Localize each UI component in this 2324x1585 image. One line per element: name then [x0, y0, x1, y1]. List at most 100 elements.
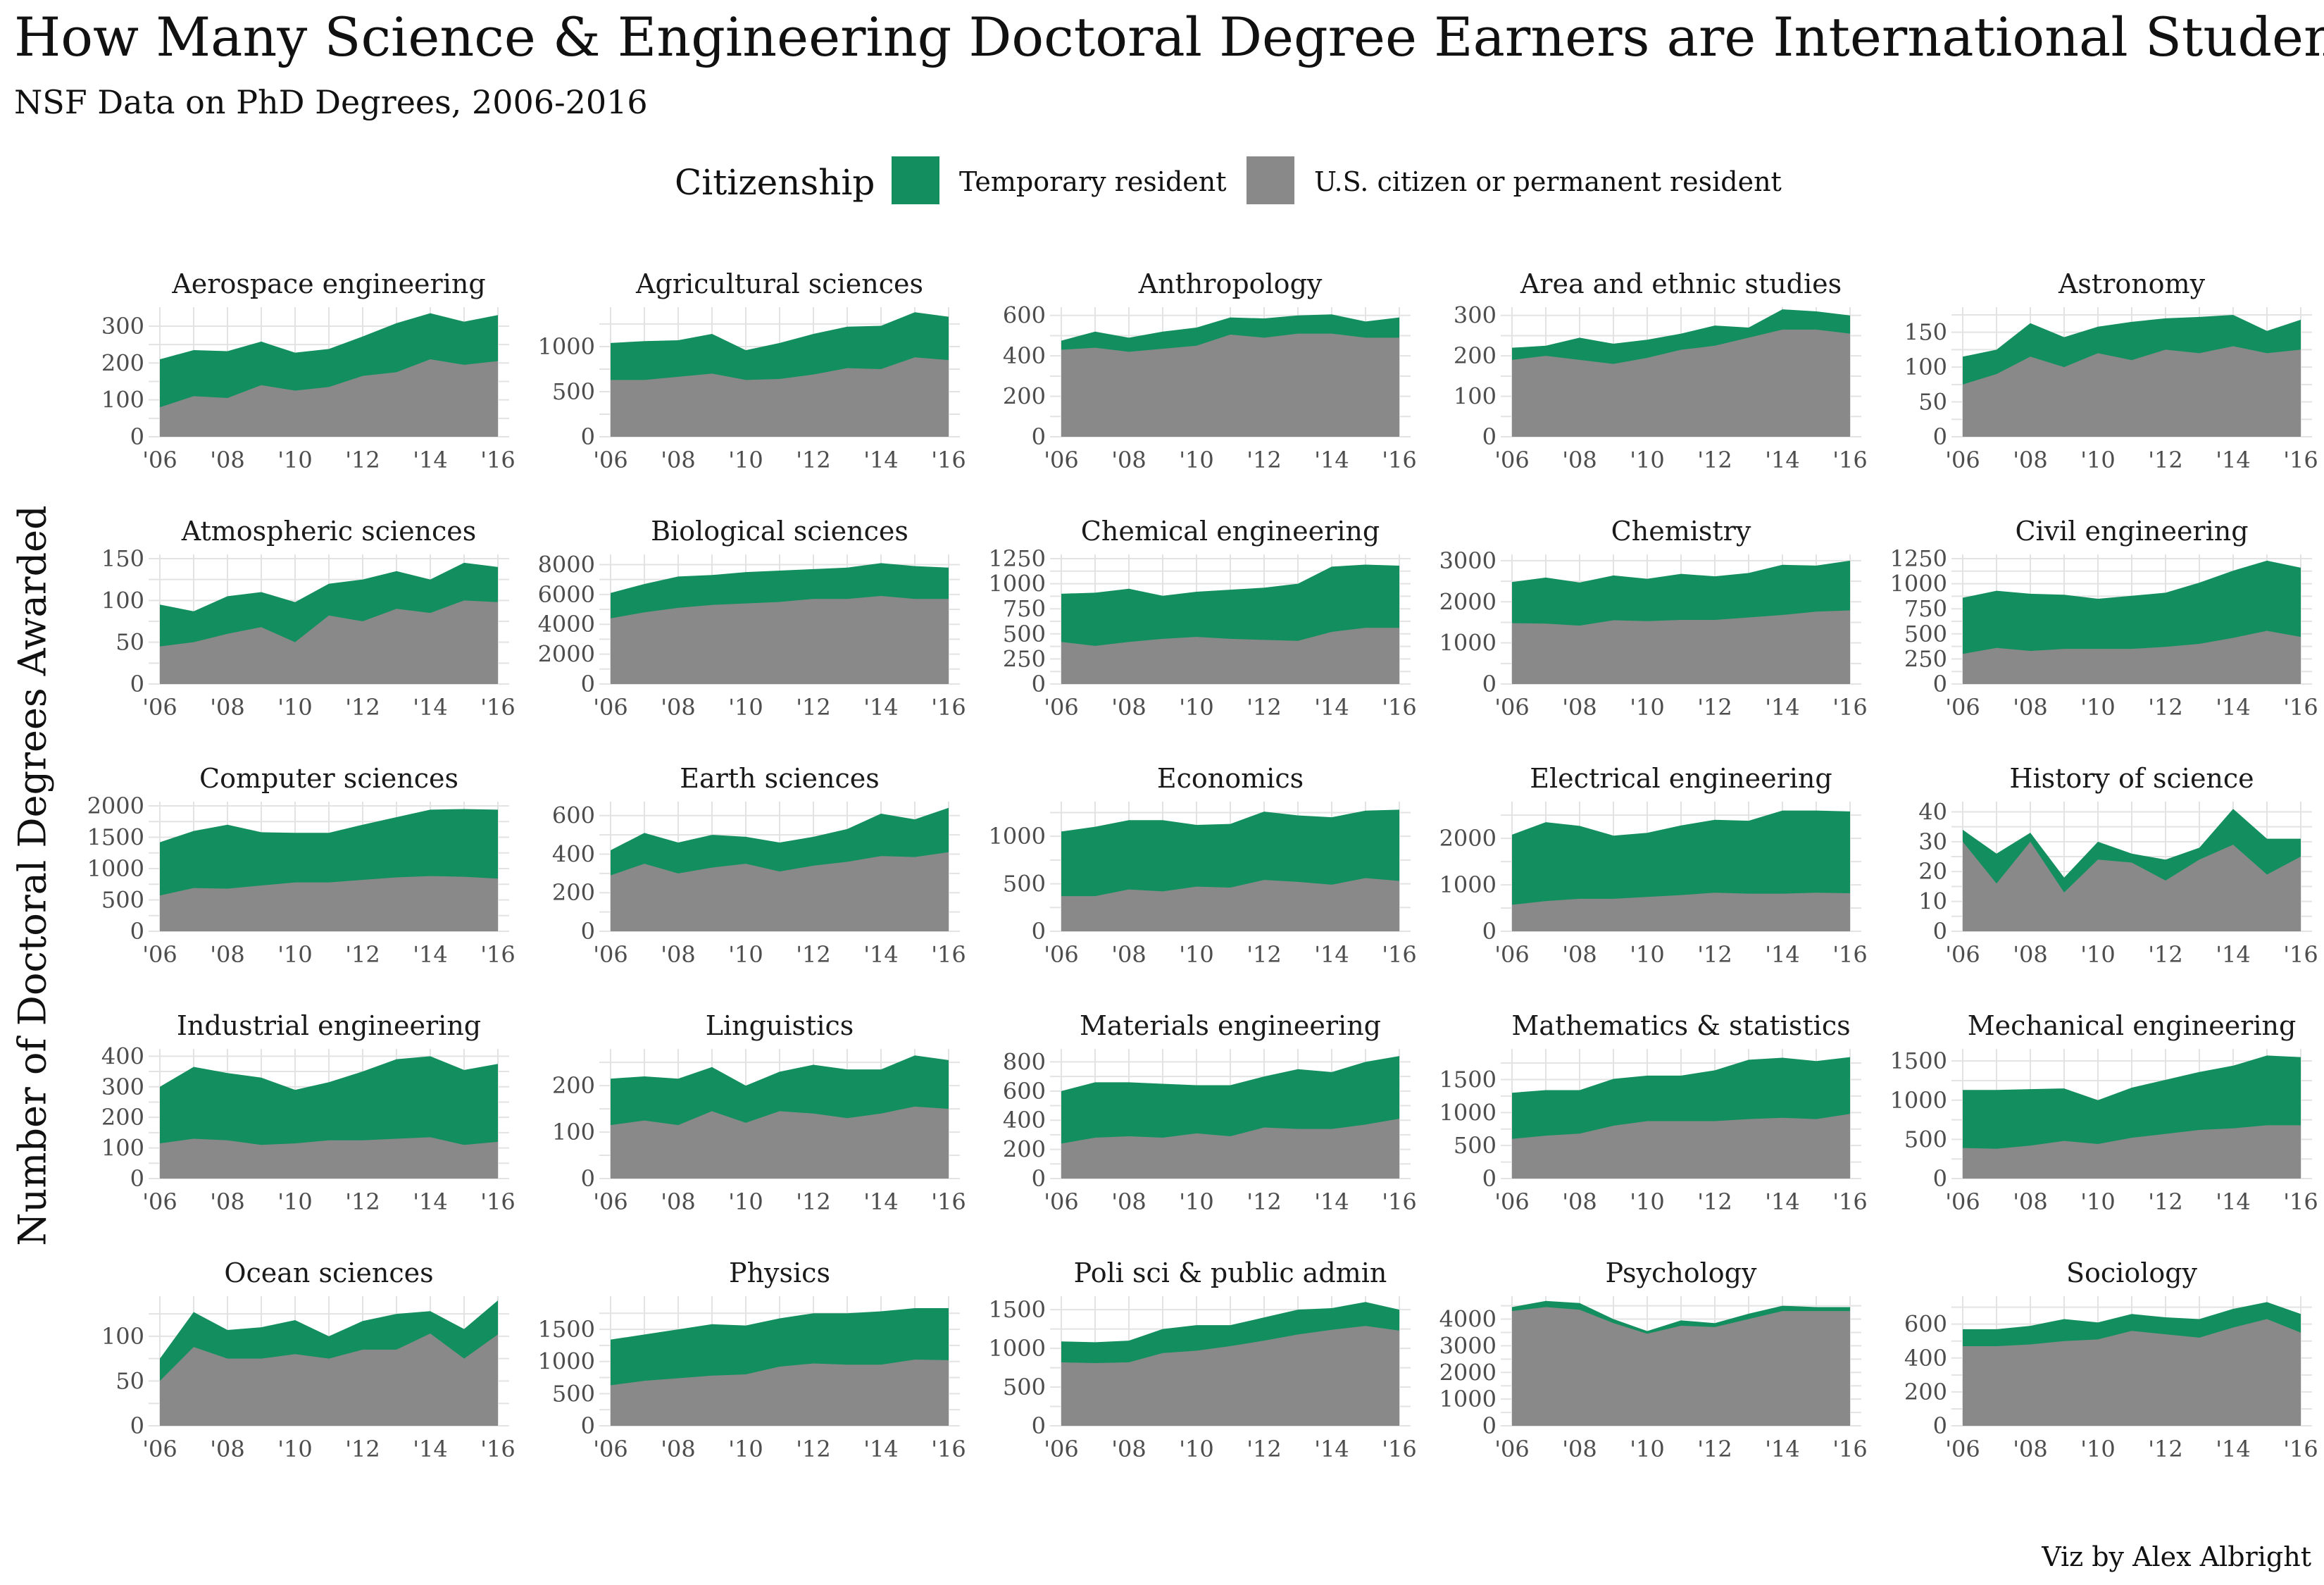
- x-tick-label: '16: [931, 694, 966, 721]
- x-tick-label: '14: [1314, 1188, 1349, 1215]
- y-tick-label: 1000: [989, 571, 1046, 597]
- facet-title: Civil engineering: [2015, 516, 2248, 547]
- y-tick-label: 0: [581, 1412, 595, 1439]
- y-tick-label: 500: [1003, 1374, 1046, 1400]
- facet-title: Agricultural sciences: [635, 268, 923, 299]
- y-tick-label: 0: [1032, 423, 1046, 450]
- x-tick-label: '08: [210, 447, 245, 473]
- x-tick-label: '06: [1494, 694, 1530, 721]
- x-tick-label: '16: [931, 1436, 966, 1462]
- x-tick-label: '12: [2148, 1436, 2183, 1462]
- y-tick-label: 4000: [1439, 1306, 1497, 1333]
- y-tick-label: 50: [1918, 389, 1947, 416]
- area-us-citizen: [611, 595, 949, 684]
- x-tick-label: '08: [661, 447, 696, 473]
- area-us-citizen: [1512, 1307, 1850, 1426]
- y-tick-label: 300: [101, 313, 144, 340]
- x-tick-label: '06: [142, 1188, 177, 1215]
- facet-title: Chemical engineering: [1081, 516, 1380, 547]
- x-tick-label: '08: [210, 941, 245, 968]
- y-tick-label: 0: [581, 671, 595, 697]
- x-tick-label: '14: [2216, 694, 2251, 721]
- y-tick-label: 1000: [1439, 871, 1497, 898]
- x-tick-label: '14: [2216, 1436, 2251, 1462]
- y-tick-label: 100: [1454, 383, 1497, 410]
- x-tick-label: '16: [1382, 447, 1417, 473]
- x-tick-label: '10: [2080, 447, 2116, 473]
- x-tick-label: '10: [1630, 447, 1665, 473]
- x-tick-label: '16: [931, 1188, 966, 1215]
- x-tick-label: '16: [1832, 941, 1868, 968]
- facet-title: Computer sciences: [199, 763, 458, 794]
- y-tick-label: 2000: [1439, 1359, 1497, 1386]
- x-tick-label: '12: [1697, 941, 1732, 968]
- y-tick-label: 400: [101, 1043, 144, 1069]
- facet-title: Sociology: [2066, 1257, 2198, 1288]
- chart-title: How Many Science & Engineering Doctoral …: [14, 6, 2324, 68]
- y-tick-label: 750: [1904, 595, 1947, 622]
- facet-panel: Mechanical engineering 0 500 1000 1500 '06 '08…: [1890, 1010, 2318, 1215]
- x-tick-label: '06: [142, 1436, 177, 1462]
- legend: Citizenship Temporary resident U.S. citi…: [0, 154, 2324, 217]
- x-tick-label: '06: [1044, 1188, 1079, 1215]
- facet-title: Mathematics & statistics: [1511, 1010, 1850, 1041]
- y-tick-label: 0: [1482, 1165, 1497, 1192]
- y-tick-label: 200: [552, 1072, 595, 1099]
- x-tick-label: '16: [480, 1188, 516, 1215]
- x-tick-label: '08: [210, 694, 245, 721]
- y-tick-label: 1500: [87, 824, 144, 851]
- y-tick-label: 0: [1933, 671, 1947, 697]
- x-tick-label: '08: [1562, 1188, 1597, 1215]
- facet-panel: Aerospace engineering 0 100 200 300 '06 '08 '10…: [101, 268, 516, 473]
- y-tick-label: 400: [1904, 1345, 1947, 1372]
- x-tick-label: '16: [1832, 447, 1868, 473]
- facet-panel: Electrical engineering 0 1000 2000 '06 '08 '10…: [1439, 763, 1868, 968]
- facet-title: Biological sciences: [651, 516, 908, 547]
- area-us-citizen: [1512, 610, 1850, 684]
- x-tick-label: '08: [1111, 1188, 1147, 1215]
- y-tick-label: 200: [101, 1104, 144, 1131]
- x-tick-label: '12: [1697, 694, 1732, 721]
- x-tick-label: '14: [863, 1436, 899, 1462]
- x-tick-label: '12: [796, 694, 831, 721]
- chart-subtitle: NSF Data on PhD Degrees, 2006-2016: [14, 83, 648, 121]
- y-tick-label: 6000: [538, 581, 595, 608]
- y-tick-label: 1000: [1890, 571, 1947, 597]
- y-tick-label: 0: [1933, 918, 1947, 945]
- area-us-citizen: [1963, 346, 2301, 437]
- area-us-citizen: [1512, 893, 1850, 931]
- y-tick-label: 400: [1003, 1107, 1046, 1133]
- x-tick-label: '12: [345, 941, 380, 968]
- x-tick-label: '16: [931, 447, 966, 473]
- area-us-citizen: [160, 359, 498, 437]
- y-tick-label: 30: [1918, 828, 1947, 855]
- y-tick-label: 200: [101, 349, 144, 376]
- y-tick-label: 0: [1482, 671, 1497, 697]
- x-tick-label: '10: [2080, 694, 2116, 721]
- x-tick-label: '14: [1765, 694, 1800, 721]
- y-tick-label: 1000: [538, 1348, 595, 1375]
- x-tick-label: '06: [1494, 447, 1530, 473]
- x-tick-label: '12: [345, 694, 380, 721]
- x-tick-label: '16: [2283, 1436, 2318, 1462]
- y-tick-label: 600: [1003, 302, 1046, 329]
- y-tick-label: 100: [101, 587, 144, 614]
- x-tick-label: '16: [1832, 1436, 1868, 1462]
- area-us-citizen: [611, 357, 949, 437]
- facet-title: History of science: [2009, 763, 2254, 794]
- facet-panel: Chemistry 0 1000 2000 3000 '06 '08 '10 '12 '14 '16: [1439, 516, 1868, 721]
- y-tick-label: 0: [1032, 918, 1046, 945]
- facet-title: Industrial engineering: [177, 1010, 481, 1041]
- y-tick-label: 3000: [1439, 547, 1497, 574]
- y-tick-label: 150: [101, 545, 144, 572]
- x-tick-label: '16: [480, 447, 516, 473]
- y-tick-label: 750: [1003, 595, 1046, 622]
- y-tick-label: 0: [1482, 423, 1497, 450]
- y-tick-label: 250: [1904, 645, 1947, 672]
- x-tick-label: '06: [142, 447, 177, 473]
- facet-panel: History of science 0 10 20 30 40 '06 '08 '10 '12 '…: [1918, 763, 2318, 968]
- x-tick-label: '14: [863, 447, 899, 473]
- x-tick-label: '14: [2216, 1188, 2251, 1215]
- y-tick-label: 1000: [989, 1335, 1046, 1362]
